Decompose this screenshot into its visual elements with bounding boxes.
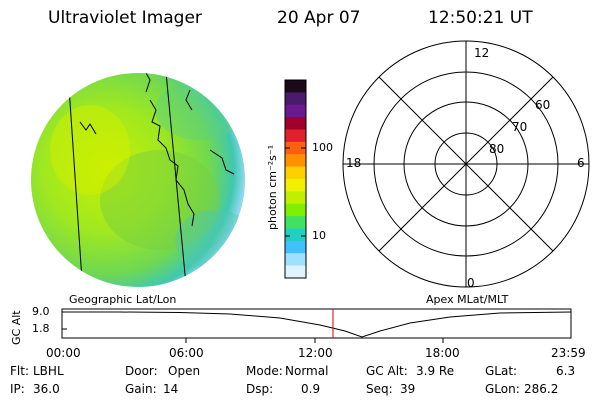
mlt-label-0: 0: [467, 276, 475, 290]
colorbar-segment: [285, 265, 306, 279]
lat-label-80: 80: [489, 142, 505, 156]
colorbar-segment: [285, 253, 306, 267]
instrument-title: Ultraviolet Imager: [48, 8, 202, 28]
uv-image: [31, 73, 245, 287]
gcalt-value: 3.9 Re: [416, 364, 455, 378]
colorbar-segment: [285, 129, 306, 143]
mode-value: Normal: [285, 364, 329, 378]
polar-grid: [342, 40, 590, 288]
colorbar-segment: [285, 154, 306, 168]
seq-value: 39: [400, 382, 416, 396]
colorbar-segment: [285, 216, 306, 230]
orbit-plot: [61, 308, 572, 343]
colorbar-tick-10: 10: [312, 229, 326, 242]
orbit-ytick-9: 9.0: [32, 305, 50, 318]
colorbar-border: [284, 79, 307, 279]
orbit-ytick-1-8: 1.8: [32, 322, 50, 335]
date-label: 20 Apr 07: [277, 8, 361, 28]
colorbar-tick-100: 100: [312, 141, 333, 154]
colorbar-segment: [285, 179, 306, 192]
mlt-label-6: 6: [577, 156, 585, 170]
orbit-xtick-0000: 00:00: [46, 346, 81, 360]
colorbar-segment: [285, 117, 306, 131]
door-label: Door:: [125, 364, 158, 378]
colorbar-segment: [285, 228, 306, 242]
geographic-label: Geographic Lat/Lon: [69, 293, 177, 306]
ip-value: 36.0: [33, 382, 60, 396]
gain-label: Gain:: [125, 382, 157, 396]
flt-value: LBHL: [33, 364, 64, 378]
colorbar-segment: [285, 141, 306, 155]
glat-label: GLat:: [485, 364, 518, 378]
apex-label: Apex MLat/MLT: [426, 293, 509, 306]
dsp-label: Dsp:: [246, 382, 274, 396]
orbit-xtick-1800: 18:00: [425, 346, 460, 360]
colorbar-segment: [285, 80, 306, 93]
colorbar-segment: [285, 104, 306, 118]
seq-label: Seq:: [366, 382, 393, 396]
time-label: 12:50:21 UT: [428, 8, 533, 28]
orbit-xtick-2359: 23:59: [551, 346, 586, 360]
lat-label-70: 70: [512, 120, 528, 134]
colorbar-segment: [285, 166, 306, 180]
orbit-ylabel: GC Alt: [10, 310, 23, 345]
gcalt-label: GC Alt:: [366, 364, 408, 378]
colorbar-segment: [285, 191, 306, 205]
colorbar-segment: [285, 240, 306, 254]
mlt-label-12: 12: [474, 46, 490, 60]
orbit-xtick-0600: 06:00: [169, 346, 204, 360]
glat-value: 6.3: [556, 364, 576, 378]
mode-label: Mode:: [246, 364, 283, 378]
glon-value: 286.2: [524, 382, 559, 396]
colorbar-unit-label: photon cm⁻²s⁻¹: [266, 144, 279, 230]
gain-value: 14: [163, 382, 179, 396]
dsp-value: 0.9: [301, 382, 321, 396]
color-bar: [284, 79, 307, 279]
mlt-label-18: 18: [346, 156, 362, 170]
orbit-xtick-1200: 12:00: [298, 346, 333, 360]
lat-label-60: 60: [535, 98, 551, 112]
ip-label: IP:: [10, 382, 25, 396]
colorbar-segment: [285, 92, 306, 106]
door-value: Open: [168, 364, 201, 378]
flt-label: Flt:: [10, 364, 29, 378]
colorbar-segment: [285, 203, 306, 217]
glon-label: GLon:: [485, 382, 520, 396]
